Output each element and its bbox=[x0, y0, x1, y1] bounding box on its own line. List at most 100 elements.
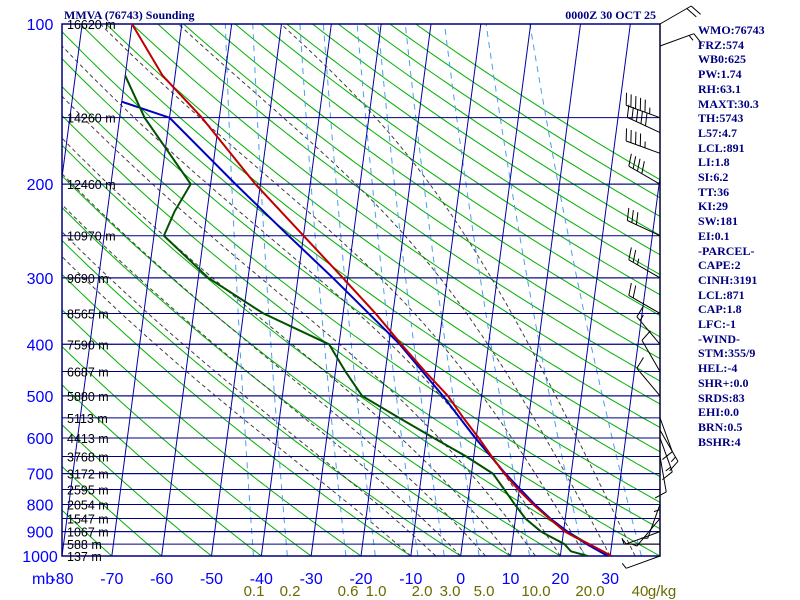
index-item: L57:4.7 bbox=[698, 125, 737, 140]
wind-barb-flag bbox=[626, 104, 630, 118]
index-item: LCL:891 bbox=[698, 140, 745, 155]
isotherm-line bbox=[260, 24, 332, 556]
pressure-tick-label: 900 bbox=[27, 525, 54, 542]
height-label: 3768 m bbox=[67, 450, 109, 464]
wind-barb-half-flag bbox=[639, 314, 644, 321]
wind-barb-flag bbox=[641, 330, 651, 341]
mixing-ratio-label: 0.1 bbox=[244, 583, 265, 600]
index-item: HEL:-4 bbox=[698, 361, 738, 376]
wind-barb-staff bbox=[626, 531, 661, 545]
wind-barb-flag bbox=[636, 305, 644, 317]
wind-barb-staff bbox=[659, 33, 694, 47]
height-label: 137 m bbox=[67, 550, 102, 564]
wind-barb-flag bbox=[632, 285, 637, 299]
background-grid bbox=[62, 24, 660, 556]
wind-barb-half-flag bbox=[688, 35, 694, 41]
index-item: BRN:0.5 bbox=[698, 419, 743, 434]
height-label: 5880 m bbox=[67, 390, 109, 404]
wind-barb-staff bbox=[636, 367, 661, 397]
height-label: 5113 m bbox=[67, 412, 108, 426]
wind-barb-flag bbox=[628, 153, 632, 167]
wind-barb-flag bbox=[628, 247, 632, 260]
wind-barb bbox=[628, 247, 661, 279]
index-item: SI:6.2 bbox=[698, 170, 729, 185]
dewpoint-trace bbox=[124, 75, 588, 556]
wind-barb bbox=[659, 33, 703, 47]
wind-barb-flag bbox=[640, 111, 643, 124]
wind-barb bbox=[636, 357, 661, 397]
mixing-ratio-label: 2.0 bbox=[412, 583, 433, 600]
wind-barb-half-flag bbox=[653, 509, 661, 513]
isotherm-line bbox=[360, 24, 432, 556]
pressure-tick-label: 700 bbox=[27, 467, 54, 484]
wind-barb bbox=[653, 473, 661, 513]
mixing-ratio-label: 0.2 bbox=[280, 583, 301, 600]
stability-indices: WMO:76743 FRZ:574 WB0:625 PW:1.74 RH:63.1 MAX… bbox=[698, 23, 765, 449]
height-label: 1067 m bbox=[67, 526, 109, 540]
height-label: 6687 m bbox=[67, 366, 109, 380]
wind-barb bbox=[641, 330, 661, 372]
index-item: -WIND- bbox=[698, 331, 740, 346]
mixing-ratio-label: 20.0 bbox=[575, 583, 604, 600]
isotherm-line bbox=[62, 24, 133, 556]
wind-barb-flag bbox=[635, 212, 639, 225]
wind-barb-flag bbox=[693, 33, 703, 44]
pressure-tick-label: 400 bbox=[27, 337, 54, 354]
wind-barb-staff bbox=[636, 316, 661, 345]
height-label: 16620 m bbox=[67, 18, 116, 32]
moist-adiabat-line bbox=[62, 137, 511, 556]
parcel-trace bbox=[121, 100, 609, 556]
wind-barb bbox=[626, 104, 661, 134]
index-item: STM:355/9 bbox=[698, 346, 756, 361]
wind-barb-staff bbox=[626, 140, 661, 154]
index-item: TH:5743 bbox=[698, 111, 744, 126]
isotherm-line bbox=[510, 24, 581, 556]
wind-barb-flag bbox=[690, 5, 701, 15]
moist-adiabat-line bbox=[62, 255, 412, 556]
index-item: MAXT:30.3 bbox=[698, 96, 759, 111]
mixing-ratio-label: 1.0 bbox=[366, 583, 387, 600]
wind-barb-staff bbox=[659, 437, 673, 472]
wind-barb bbox=[625, 128, 661, 154]
mixing-ratio-label: 10.0 bbox=[521, 583, 550, 600]
index-item: CINH:3191 bbox=[698, 272, 758, 287]
wind-barb-half-flag bbox=[636, 258, 640, 265]
wind-barb-staff bbox=[647, 504, 661, 539]
temperature-tick-label: -30 bbox=[300, 571, 323, 588]
pressure-unit-label: mb bbox=[32, 571, 54, 588]
pressure-tick-label: 600 bbox=[27, 431, 54, 448]
isotherm-line bbox=[62, 24, 83, 182]
index-item: TT:36 bbox=[698, 184, 730, 199]
index-item: SW:181 bbox=[698, 214, 739, 229]
wind-barb-staff bbox=[627, 116, 661, 134]
station-title: MMVA (76743) Sounding bbox=[64, 8, 195, 22]
wind-barb-half-flag bbox=[670, 456, 676, 463]
wind-barb-staff bbox=[659, 429, 679, 462]
wind-barb-flag bbox=[686, 8, 697, 18]
height-label: 7590 m bbox=[67, 338, 109, 352]
wind-barb-staff bbox=[636, 518, 661, 547]
isotherm-line bbox=[211, 24, 282, 556]
moist-adiabat-line bbox=[62, 45, 561, 556]
pressure-tick-label: 200 bbox=[27, 177, 54, 194]
wind-barb-staff bbox=[627, 220, 661, 237]
observation-time: 0000Z 30 OCT 25 bbox=[565, 8, 656, 22]
pressure-tick-label: 500 bbox=[27, 389, 54, 406]
wind-barb-flag bbox=[662, 451, 673, 460]
index-item: CAPE:2 bbox=[698, 258, 741, 273]
index-item: PW:1.74 bbox=[698, 67, 742, 82]
index-item: -PARCEL- bbox=[698, 243, 755, 258]
height-label: 12460 m bbox=[67, 178, 116, 192]
index-item: WMO:76743 bbox=[698, 23, 765, 37]
wind-barb bbox=[636, 305, 661, 345]
temperature-tick-label: -10 bbox=[399, 571, 422, 588]
temperature-tick-label: -50 bbox=[200, 571, 223, 588]
wind-barb-flag bbox=[654, 491, 667, 499]
wind-barb-flag bbox=[645, 113, 648, 126]
isotherm-line bbox=[161, 24, 233, 556]
wind-barb bbox=[628, 282, 661, 314]
wind-barb bbox=[659, 5, 701, 25]
height-label: 588 m bbox=[67, 538, 102, 552]
index-item: KI:29 bbox=[698, 199, 728, 214]
